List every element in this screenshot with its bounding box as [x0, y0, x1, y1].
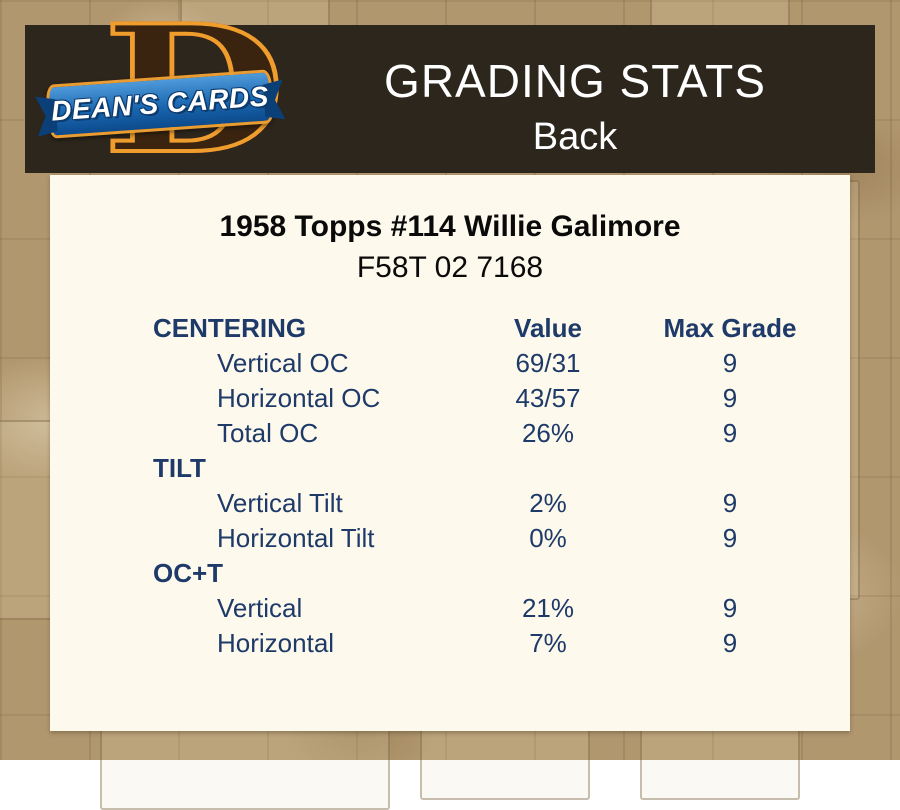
row-value: 69/31 — [443, 348, 653, 379]
logo-banner-text: DEAN'S CARDS — [50, 80, 270, 127]
row-value: 0% — [443, 523, 653, 554]
row-value: 2% — [443, 488, 653, 519]
row-max-grade: 9 — [653, 383, 807, 414]
row-label: Vertical Tilt — [153, 488, 443, 519]
header-bar: D DEAN'S CARDS GRADING STATS Back — [25, 25, 875, 173]
row-label: Horizontal Tilt — [153, 523, 443, 554]
row-label: Horizontal OC — [153, 383, 443, 414]
row-max-grade: 9 — [653, 348, 807, 379]
row-value: 7% — [443, 628, 653, 659]
row-max-grade: 9 — [653, 628, 807, 659]
row-max-grade: 9 — [653, 418, 807, 449]
page-title: GRADING STATS — [295, 55, 855, 108]
column-header-value: Value — [443, 313, 653, 344]
card-title: 1958 Topps #114 Willie Galimore — [50, 209, 850, 246]
row-value: 26% — [443, 418, 653, 449]
row-label: Vertical — [153, 593, 443, 624]
row-label: Vertical OC — [153, 348, 443, 379]
deans-cards-logo[interactable]: D DEAN'S CARDS — [45, 33, 295, 167]
table-header-row: CENTERING Value Max Grade — [153, 310, 850, 346]
column-header-max-grade: Max Grade — [653, 313, 807, 344]
row-max-grade: 9 — [653, 488, 807, 519]
table-section-row: OC+T — [153, 556, 850, 591]
row-max-grade: 9 — [653, 523, 807, 554]
row-label: OC+T — [153, 558, 443, 589]
header-titles: GRADING STATS Back — [295, 55, 855, 160]
row-max-grade: 9 — [653, 593, 807, 624]
card-certification-code: F58T 02 7168 — [50, 250, 850, 287]
table-section-row: TILT — [153, 451, 850, 486]
page-subtitle-side: Back — [295, 116, 855, 160]
row-label: TILT — [153, 453, 443, 484]
row-value: 21% — [443, 593, 653, 624]
row-label: Horizontal — [153, 628, 443, 659]
column-header-centering: CENTERING — [153, 313, 443, 344]
row-value: 43/57 — [443, 383, 653, 414]
row-label: Total OC — [153, 418, 443, 449]
grading-stats-panel: 1958 Topps #114 Willie Galimore F58T 02 … — [50, 175, 850, 731]
